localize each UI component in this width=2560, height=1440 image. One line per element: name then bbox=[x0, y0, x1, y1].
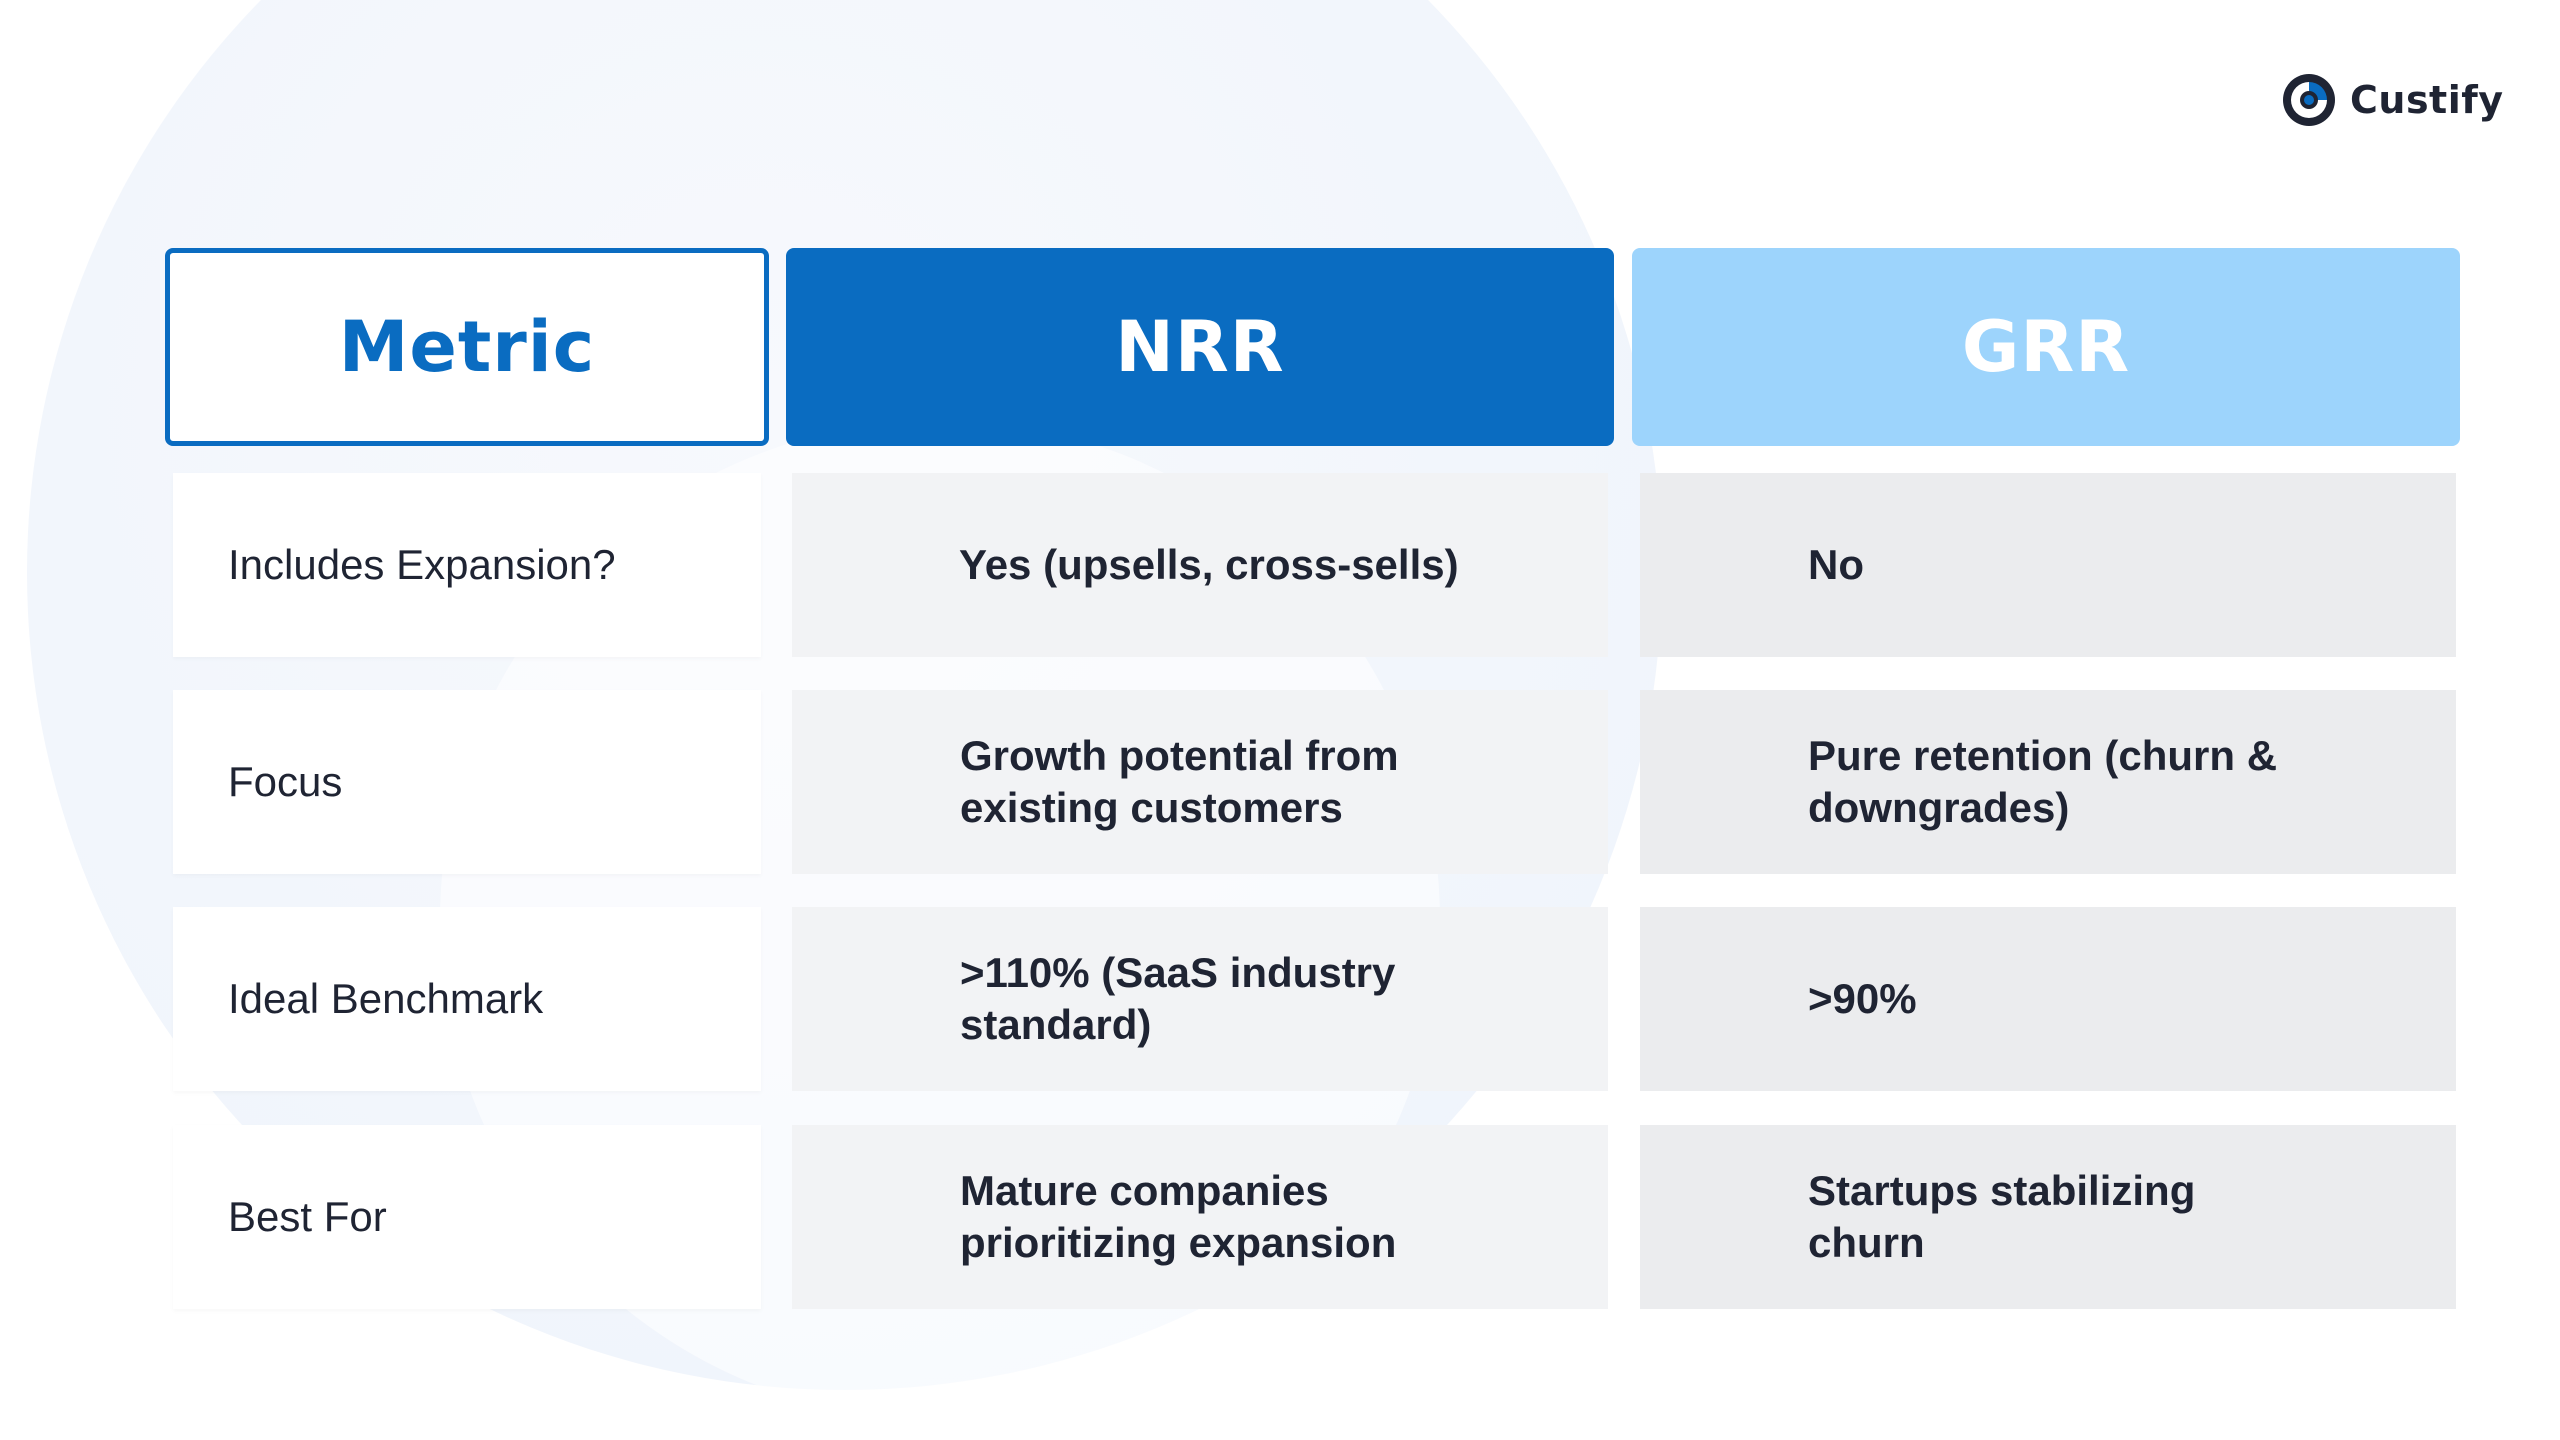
grr-value: Startups stabilizing churn bbox=[1808, 1167, 2196, 1266]
grr-cell: Pure retention (churn & downgrades) bbox=[1640, 690, 2456, 874]
grr-value: >90% bbox=[1808, 975, 1917, 1022]
header-metric: Metric bbox=[165, 248, 769, 446]
header-grr: GRR bbox=[1632, 248, 2460, 446]
brand-logo: Custify bbox=[2282, 68, 2504, 132]
nrr-value: Growth potential from existing customers bbox=[960, 732, 1399, 831]
metric-label: Best For bbox=[228, 1193, 387, 1240]
metric-cell: Includes Expansion? bbox=[173, 473, 761, 657]
grr-value: No bbox=[1808, 541, 1864, 588]
brand-name: Custify bbox=[2350, 78, 2504, 122]
grr-value: Pure retention (churn & downgrades) bbox=[1808, 732, 2278, 831]
nrr-value: Mature companies prioritizing expansion bbox=[960, 1167, 1397, 1266]
nrr-cell: >110% (SaaS industry standard) bbox=[792, 907, 1608, 1091]
metric-cell: Ideal Benchmark bbox=[173, 907, 761, 1091]
grr-cell: No bbox=[1640, 473, 2456, 657]
nrr-cell: Growth potential from existing customers bbox=[792, 690, 1608, 874]
nrr-value: Yes (upsells, cross-sells) bbox=[959, 541, 1459, 588]
metric-label: Includes Expansion? bbox=[228, 541, 616, 588]
nrr-cell: Yes (upsells, cross-sells) bbox=[792, 473, 1608, 657]
metric-label: Ideal Benchmark bbox=[228, 975, 544, 1022]
nrr-cell: Mature companies prioritizing expansion bbox=[792, 1125, 1608, 1309]
metric-cell: Focus bbox=[173, 690, 761, 874]
grr-cell: Startups stabilizing churn bbox=[1640, 1125, 2456, 1309]
metric-label: Focus bbox=[228, 758, 343, 805]
header-nrr: NRR bbox=[786, 248, 1614, 446]
metric-cell: Best For bbox=[173, 1125, 761, 1309]
nrr-value: >110% (SaaS industry standard) bbox=[960, 949, 1396, 1048]
custify-logo-icon bbox=[2283, 74, 2335, 126]
grr-cell: >90% bbox=[1640, 907, 2456, 1091]
